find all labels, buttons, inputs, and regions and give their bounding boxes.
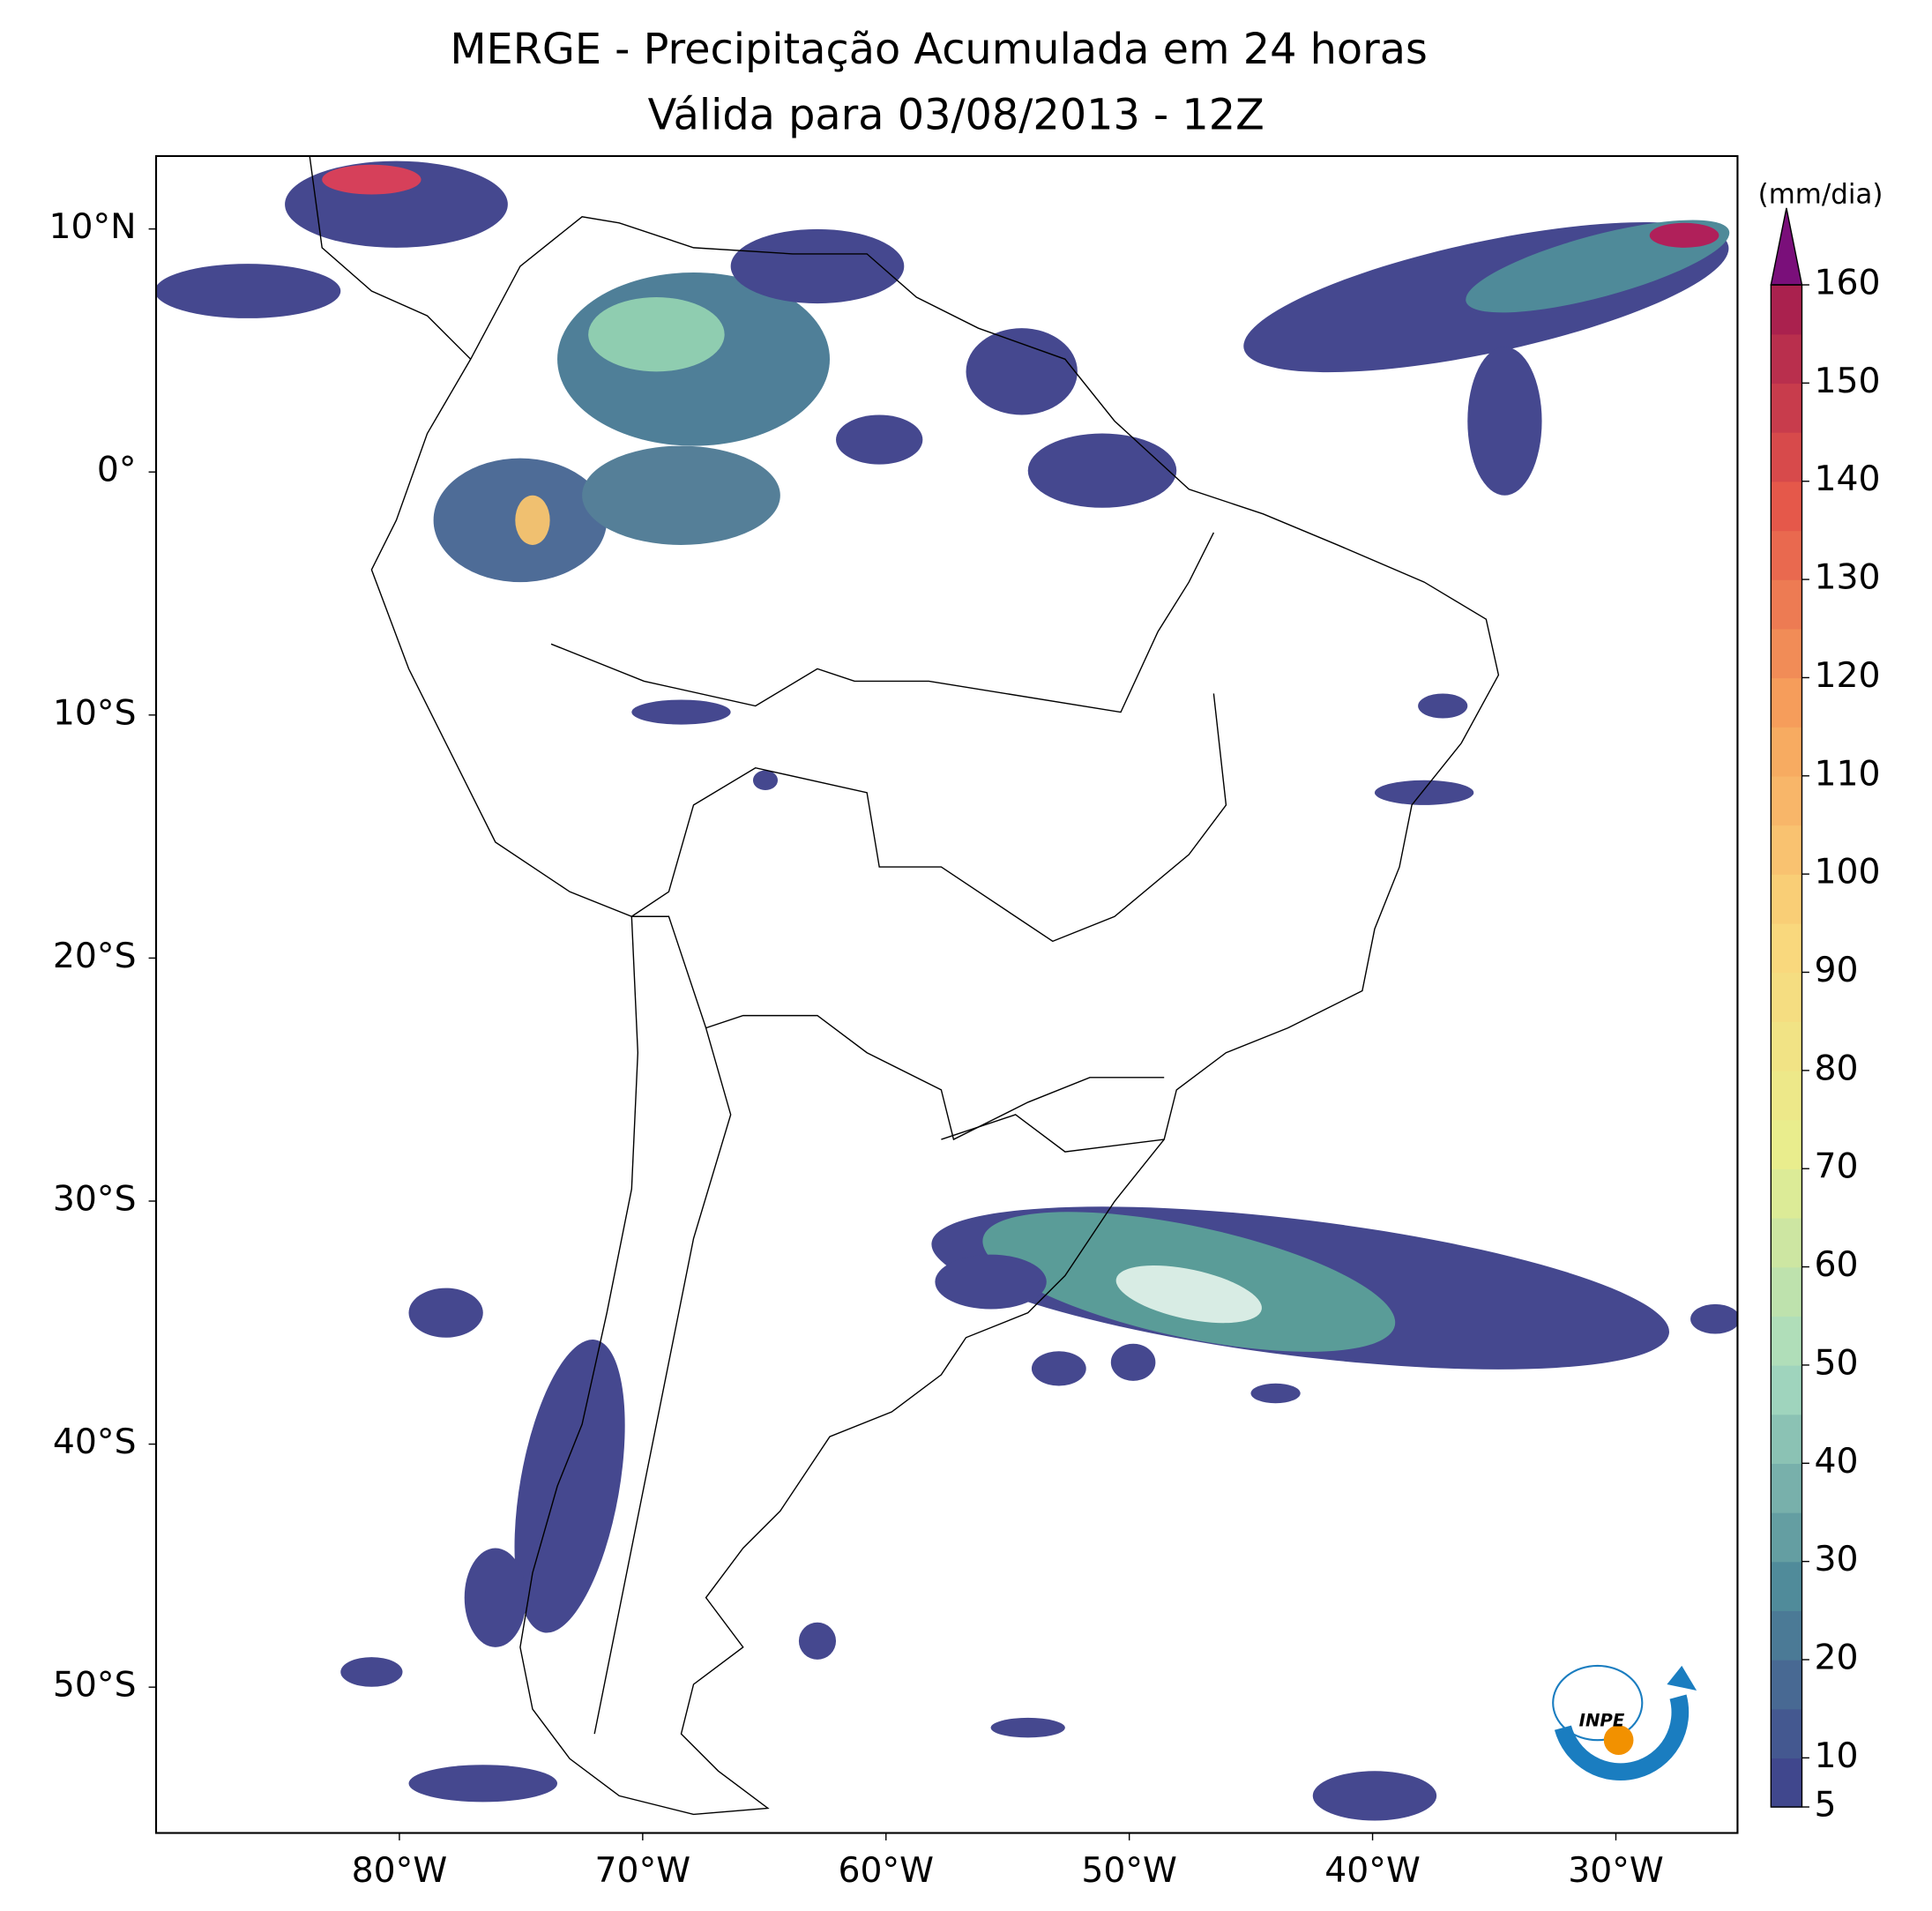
colorbar-segment <box>1771 1758 1802 1808</box>
colorbar-tick-label: 20 <box>1815 1638 1859 1677</box>
colorbar-segment <box>1771 874 1802 924</box>
colorbar-tick-label: 50 <box>1815 1343 1859 1383</box>
colorbar-segment <box>1771 825 1802 875</box>
y-tick-label: 30°S <box>53 1179 137 1219</box>
x-tick-label: 40°W <box>1324 1851 1421 1891</box>
colorbar-tick-label: 5 <box>1815 1786 1837 1825</box>
colorbar-segment <box>1771 1266 1802 1317</box>
colorbar-segment <box>1771 972 1802 1022</box>
precipitation <box>156 160 1738 1821</box>
title: MERGE - Precipitação Acumulada em 24 hor… <box>450 26 1428 74</box>
colorbar-segment <box>1771 1414 1802 1464</box>
colorbar-segment <box>1771 432 1802 482</box>
colorbar-tick-label: 100 <box>1815 853 1881 892</box>
x-tick-label: 50°W <box>1081 1851 1177 1891</box>
plot-frame <box>154 154 1739 1834</box>
colorbar-segment <box>1771 1021 1802 1071</box>
colorbar-label: (mm/dia) <box>1758 178 1884 210</box>
colorbar-segment <box>1771 1659 1802 1710</box>
colorbar-segment <box>1771 922 1802 974</box>
map-layer <box>156 155 1738 1821</box>
colorbar-segment <box>1771 383 1802 433</box>
colorbar-segment <box>1771 1168 1802 1219</box>
x-tick-label: 30°W <box>1568 1851 1664 1891</box>
y-tick-label: 0° <box>97 451 137 490</box>
colorbar-segment <box>1771 677 1802 728</box>
colorbar-tick-label: 40 <box>1815 1442 1859 1482</box>
colorbar-segment <box>1771 1463 1802 1513</box>
x-tick-label: 70°W <box>595 1851 691 1891</box>
colorbar-tick-label: 130 <box>1815 558 1881 598</box>
colorbar-segment <box>1771 727 1802 777</box>
colorbar-extend <box>1770 207 1803 286</box>
colorbar-tick-label: 140 <box>1815 459 1881 499</box>
colorbar-tick-label: 80 <box>1815 1049 1859 1088</box>
colorbar-segment <box>1771 333 1802 384</box>
colorbar-tick-label: 30 <box>1815 1540 1859 1579</box>
colorbar-tick-label: 10 <box>1815 1736 1859 1776</box>
colorbar-tick-label: 70 <box>1815 1147 1859 1187</box>
colorbar-segment <box>1771 1070 1802 1121</box>
colorbar-segment <box>1771 481 1802 532</box>
logo-text: INPE <box>1579 1711 1625 1731</box>
colorbar-tick-label: 60 <box>1815 1245 1859 1285</box>
y-tick-label: 10°N <box>48 207 136 247</box>
colorbar-tick-label: 120 <box>1815 656 1881 696</box>
colorbar-segment <box>1771 1708 1802 1759</box>
colorbar-segment <box>1771 530 1802 580</box>
colorbar-segment <box>1771 1316 1802 1366</box>
y-tick-label: 40°S <box>53 1422 137 1462</box>
colorbar-segment <box>1771 1512 1802 1563</box>
y-tick-label: 50°S <box>53 1666 137 1706</box>
colorbar-tick-label: 110 <box>1815 754 1881 794</box>
y-tick-label: 20°S <box>53 937 137 976</box>
colorbar-segment <box>1771 1610 1802 1661</box>
colorbar-tick-label: 160 <box>1815 264 1881 303</box>
x-tick-label: 80°W <box>352 1851 448 1891</box>
colorbar-segment <box>1771 285 1802 335</box>
inpe-logo: INPE <box>1552 1664 1697 1781</box>
colorbar-segment <box>1771 1364 1802 1415</box>
colorbar-segment <box>1771 1561 1802 1612</box>
coastline <box>309 155 1500 1816</box>
colorbar-segment <box>1771 579 1802 630</box>
colorbar-segment <box>1771 775 1802 826</box>
colorbar-segment <box>1771 1217 1802 1268</box>
colorbar-segment <box>1771 628 1802 679</box>
colorbar-segment <box>1771 1119 1802 1169</box>
subtitle: Válida para 03/08/2013 - 12Z <box>648 91 1264 139</box>
x-tick-label: 60°W <box>838 1851 934 1891</box>
colorbar-tick-label: 90 <box>1815 951 1859 990</box>
colorbar-tick-label: 150 <box>1815 362 1881 401</box>
colorbar-frame <box>1770 284 1803 1808</box>
y-tick-label: 10°S <box>53 693 137 733</box>
